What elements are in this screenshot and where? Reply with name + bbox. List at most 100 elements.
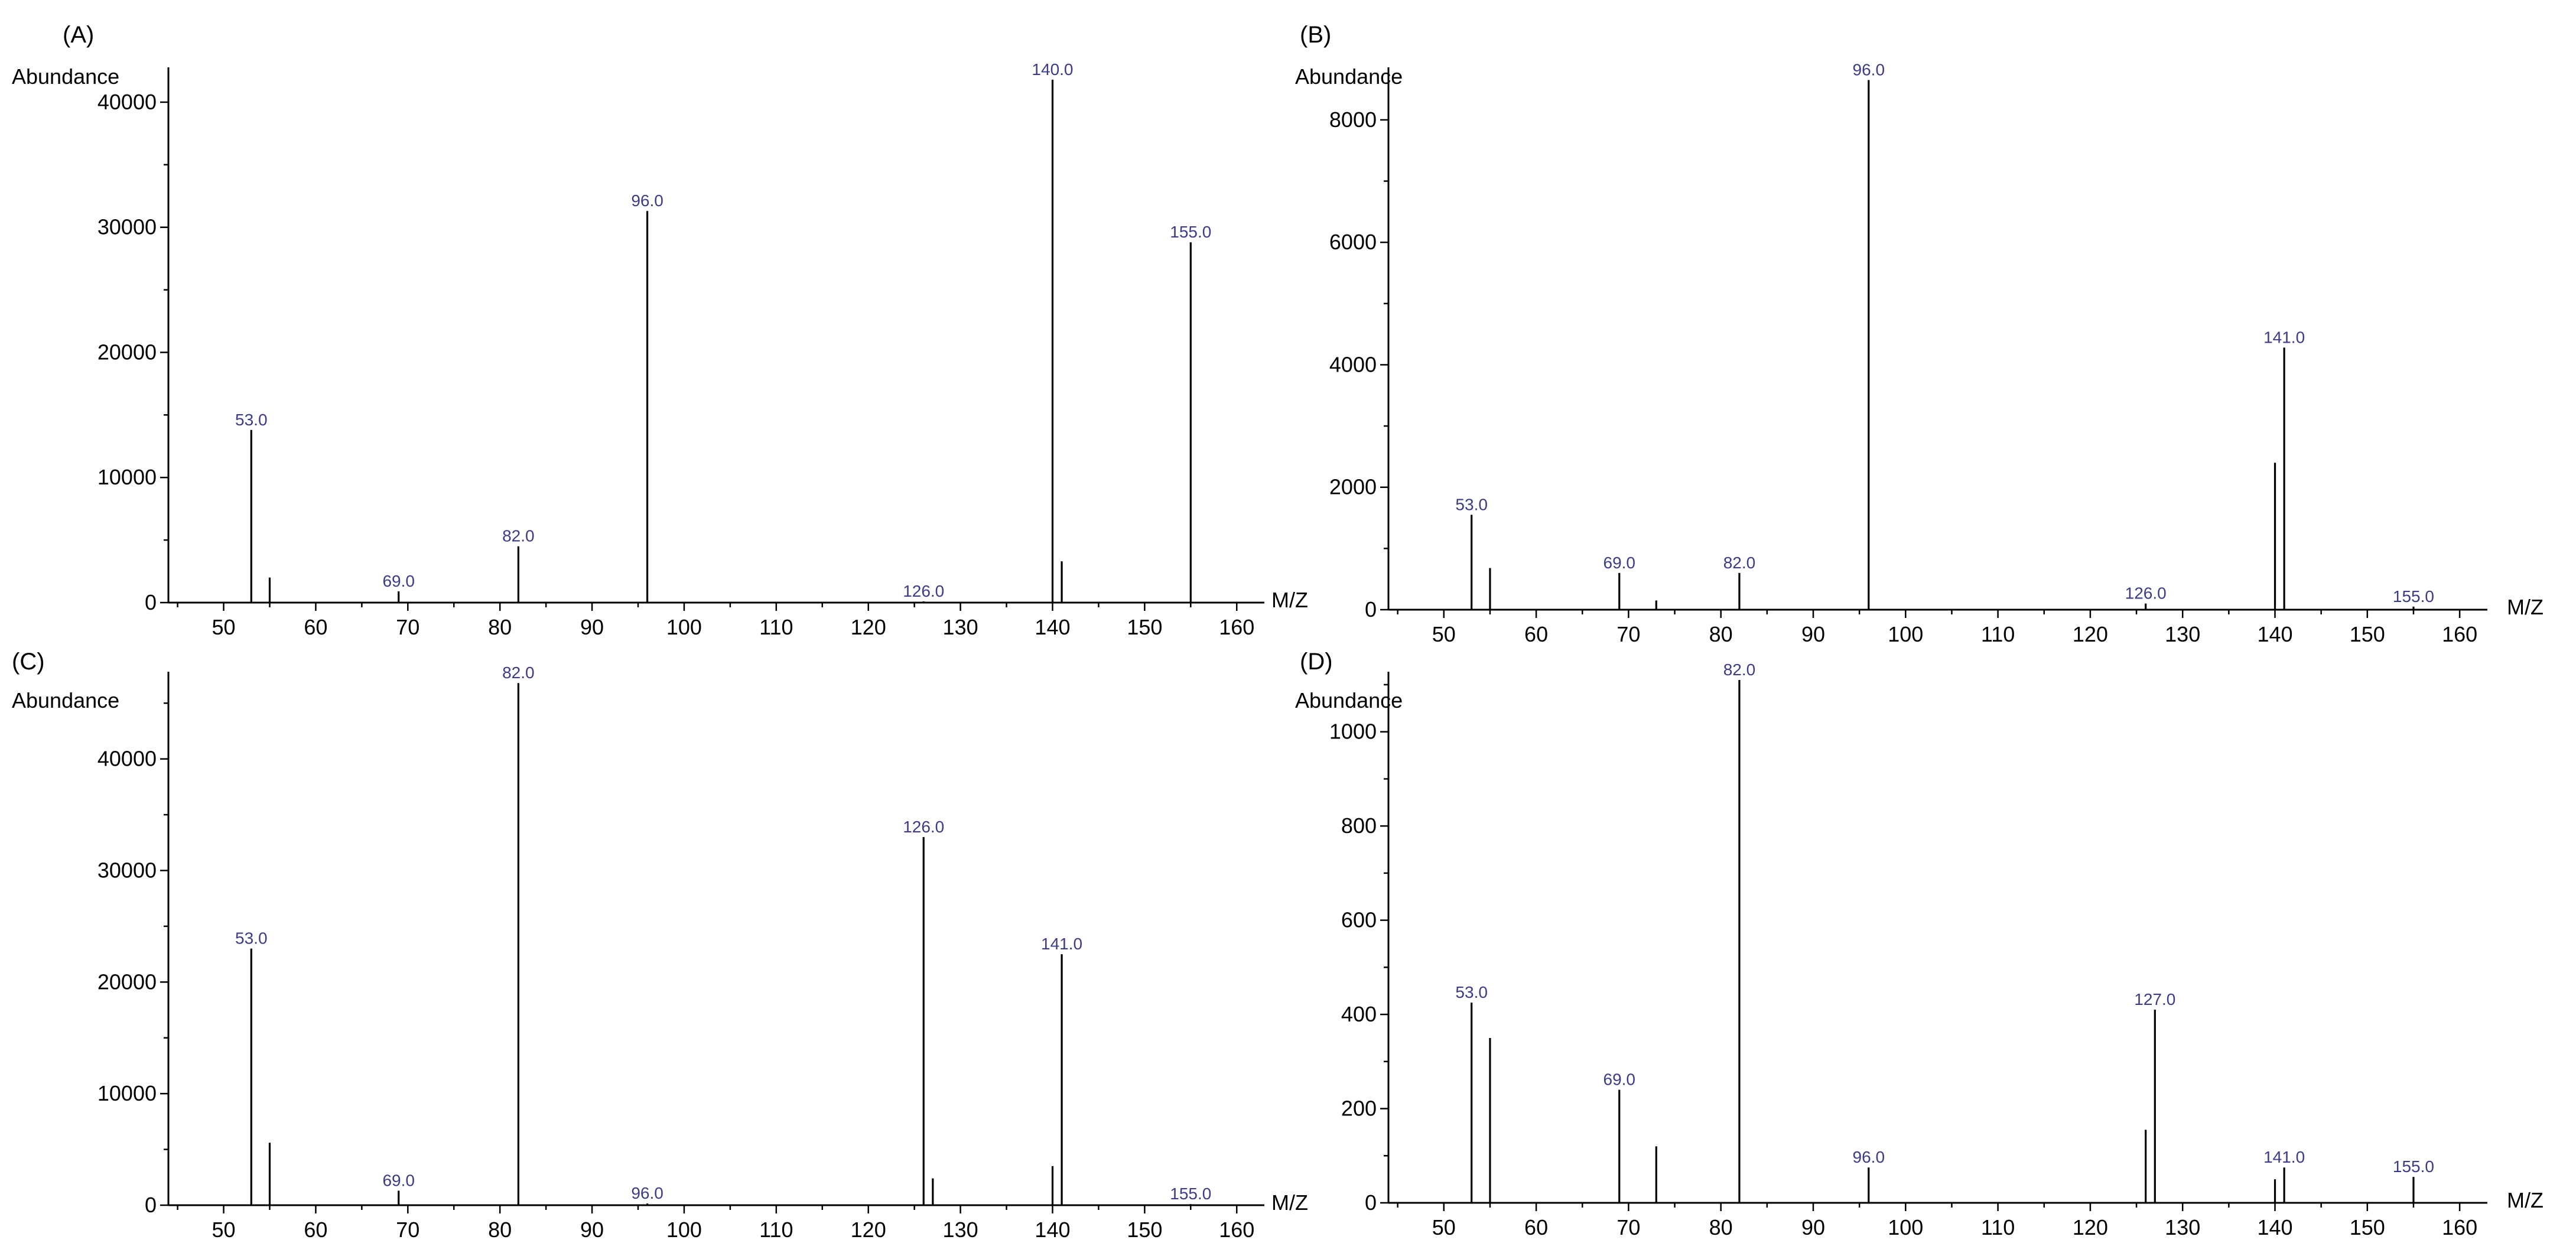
x-tick-label: 80 <box>1709 1215 1733 1239</box>
spectrum-panel-a: (A) Abundance M/Z 0 10000 20000 30000 40000 50 60… <box>12 22 1308 639</box>
peak-label: 53.0 <box>235 411 268 429</box>
y-tick-label: 20000 <box>97 969 157 994</box>
y-tick-label: 20000 <box>97 340 157 364</box>
y-axis-label: Abundance <box>1295 688 1403 712</box>
x-tick-label: 90 <box>1801 622 1825 646</box>
y-tick-label: 10000 <box>97 465 157 489</box>
peak-label: 82.0 <box>502 527 535 545</box>
y-tick-label: 4000 <box>1329 352 1377 376</box>
x-tick-label: 120 <box>851 1218 886 1242</box>
x-tick-label: 130 <box>943 1218 978 1242</box>
x-tick-label: 120 <box>851 615 886 639</box>
peak-label: 155.0 <box>1170 223 1211 241</box>
x-tick-label: 50 <box>212 1218 236 1242</box>
peak-label: 126.0 <box>2125 584 2167 603</box>
x-tick-label: 110 <box>759 615 793 639</box>
peak-label: 96.0 <box>631 191 663 210</box>
x-tick-label: 60 <box>1524 622 1548 646</box>
x-tick-label: 110 <box>1981 622 2015 646</box>
x-tick-label: 140 <box>2257 622 2292 646</box>
x-tick-label: 160 <box>1219 615 1254 639</box>
x-tick-label: 50 <box>212 615 236 639</box>
y-tick-label: 1000 <box>1329 720 1377 744</box>
y-tick-label: 2000 <box>1329 475 1377 499</box>
panel-letter: (B) <box>1300 22 1331 48</box>
x-tick-label: 60 <box>304 1218 327 1242</box>
peak-label: 155.0 <box>1170 1185 1211 1203</box>
y-axis-label: Abundance <box>1295 64 1403 89</box>
y-tick-label: 600 <box>1341 908 1377 932</box>
x-tick-label: 70 <box>1616 622 1640 646</box>
peak-label: 96.0 <box>631 1184 663 1202</box>
y-tick-label: 0 <box>145 1193 157 1217</box>
peak-label: 53.0 <box>1455 983 1488 1001</box>
x-tick-label: 90 <box>1801 1215 1825 1239</box>
x-tick-label: 50 <box>1432 1215 1456 1239</box>
panel-letter: (C) <box>12 649 45 675</box>
peak-label: 155.0 <box>2393 587 2434 606</box>
y-tick-label: 200 <box>1341 1096 1377 1121</box>
x-tick-label: 160 <box>2442 1215 2477 1239</box>
peak-label: 126.0 <box>903 818 944 836</box>
x-tick-label: 120 <box>2073 1215 2108 1239</box>
x-tick-label: 80 <box>1709 622 1733 646</box>
x-tick-label: 70 <box>396 615 419 639</box>
peak-label: 82.0 <box>502 663 535 682</box>
peak-label: 126.0 <box>903 582 944 600</box>
x-axis-label: M/Z <box>2507 595 2544 619</box>
peak-label: 141.0 <box>1041 935 1082 953</box>
y-tick-label: 6000 <box>1329 230 1377 254</box>
y-tick-label: 8000 <box>1329 108 1377 132</box>
y-tick-label: 40000 <box>97 90 157 114</box>
x-axis-label: M/Z <box>1271 588 1308 612</box>
x-tick-label: 60 <box>1524 1215 1548 1239</box>
peak-label: 69.0 <box>382 572 415 590</box>
x-tick-label: 110 <box>759 1218 793 1242</box>
x-axis-label: M/Z <box>1271 1190 1308 1215</box>
x-tick-label: 80 <box>488 1218 512 1242</box>
peak-label: 140.0 <box>1032 60 1073 79</box>
spectrum-panel-d: (D) Abundance M/Z 0 200 400 600 800 1000 50 60 70 80… <box>1295 649 2544 1239</box>
spectrum-panel-c: (C) Abundance M/Z 0 10000 20000 30000 40000 50 60… <box>12 649 1308 1242</box>
peak-label: 53.0 <box>235 929 268 948</box>
peak-label: 53.0 <box>1455 495 1488 513</box>
peak-label: 127.0 <box>2134 990 2175 1008</box>
peak-label: 141.0 <box>2263 1148 2305 1166</box>
x-tick-label: 140 <box>1035 1218 1070 1242</box>
x-tick-label: 150 <box>1127 615 1162 639</box>
x-tick-label: 160 <box>2442 622 2477 646</box>
spectrum-panel-b: (B) Abundance M/Z 0 2000 4000 6000 8000 50 60 70 80… <box>1295 22 2544 646</box>
x-tick-label: 130 <box>2165 1215 2200 1239</box>
y-tick-label: 0 <box>145 590 157 614</box>
peak-label: 69.0 <box>382 1171 415 1189</box>
peak-label: 155.0 <box>2393 1157 2434 1176</box>
peak-label: 69.0 <box>1604 554 1636 572</box>
x-tick-label: 120 <box>2073 622 2108 646</box>
x-tick-label: 100 <box>666 1218 702 1242</box>
panel-letter: (D) <box>1300 649 1333 675</box>
x-tick-label: 140 <box>1035 615 1070 639</box>
y-tick-label: 30000 <box>97 858 157 882</box>
x-tick-label: 110 <box>1981 1215 2015 1239</box>
peak-label: 96.0 <box>1853 61 1885 79</box>
x-tick-label: 150 <box>2350 1215 2385 1239</box>
x-tick-label: 60 <box>304 615 327 639</box>
x-tick-label: 70 <box>396 1218 419 1242</box>
peak-label: 82.0 <box>1723 660 1756 679</box>
y-tick-label: 800 <box>1341 814 1377 838</box>
x-tick-label: 80 <box>488 615 512 639</box>
x-tick-label: 140 <box>2257 1215 2292 1239</box>
x-tick-label: 50 <box>1432 622 1456 646</box>
y-tick-label: 0 <box>1365 597 1377 622</box>
y-tick-label: 0 <box>1365 1190 1377 1215</box>
peak-label: 141.0 <box>2263 328 2305 346</box>
peak-label: 82.0 <box>1723 554 1756 572</box>
y-axis-label: Abundance <box>12 64 119 89</box>
panel-letter: (A) <box>63 22 94 48</box>
y-tick-label: 30000 <box>97 215 157 239</box>
x-tick-label: 90 <box>580 1218 604 1242</box>
x-tick-label: 100 <box>1888 622 1923 646</box>
x-tick-label: 130 <box>2165 622 2200 646</box>
y-axis-label: Abundance <box>12 688 119 712</box>
